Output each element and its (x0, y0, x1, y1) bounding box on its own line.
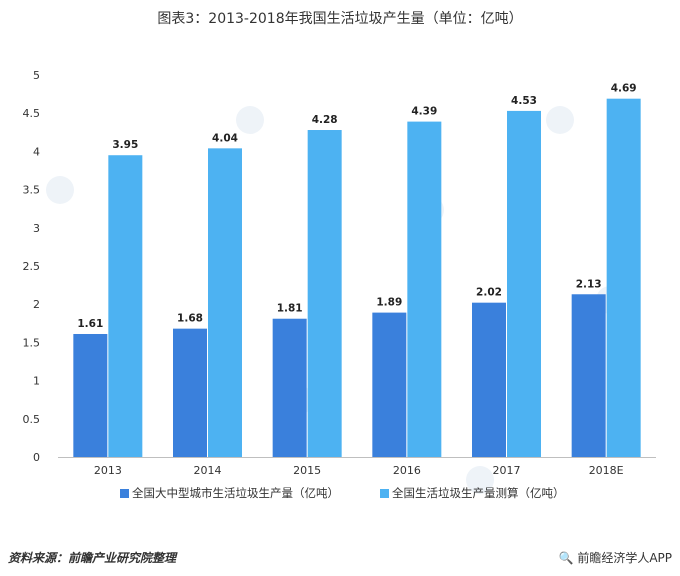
data-label-2015-series-1: 1.81 (277, 303, 303, 315)
legend-swatch-1 (120, 489, 129, 498)
data-label-2016-series-2: 4.39 (411, 106, 437, 118)
y-tick-label-9: 4.5 (23, 107, 41, 120)
data-label-2015-series-2: 4.28 (312, 114, 338, 126)
magnifier-icon: 🔍 (558, 551, 574, 565)
x-tick-label-2017: 2017 (493, 464, 521, 477)
bar-2013-series-1 (73, 333, 108, 457)
data-label-2013-series-1: 1.61 (77, 318, 103, 330)
data-label-2014-series-2: 4.04 (212, 132, 238, 144)
data-label-2018E-series-2: 4.69 (611, 83, 637, 95)
y-tick-label-5: 2.5 (23, 260, 41, 273)
watermark-logo-3 (546, 106, 574, 134)
brand-credit: 🔍 前瞻经济学人APP (559, 549, 672, 566)
legend-label-1: 全国大中型城市生活垃圾生产量（亿吨） (132, 486, 339, 500)
bar-2017-series-1 (472, 302, 506, 457)
x-tick-label-2015: 2015 (293, 464, 321, 477)
watermark-logo-6 (466, 466, 494, 494)
bar-2016-series-2 (407, 121, 442, 457)
y-tick-label-4: 2 (33, 298, 40, 311)
brand-credit-label: 前瞻经济学人APP (577, 551, 672, 565)
y-tick-label-0: 0 (33, 451, 40, 464)
watermark-logo-1 (236, 106, 264, 134)
x-axis: 2013 2014 2015 2016 2017 2018E (58, 457, 656, 477)
bars-layer: 1.61 3.95 1.68 4.04 1.81 4.28 1.89 4.39 2.02 4.53… (73, 83, 641, 458)
y-tick-label-6: 3 (33, 222, 40, 235)
legend-swatch-2 (380, 489, 389, 498)
x-tick-label-2014: 2014 (194, 464, 222, 477)
y-tick-label-8: 4 (33, 145, 40, 158)
y-tick-label-1: 0.5 (23, 413, 41, 426)
bar-2017-series-2 (507, 110, 541, 458)
bar-2015-series-1 (272, 318, 307, 457)
bar-2015-series-2 (307, 130, 342, 457)
bar-2014-series-1 (173, 328, 207, 457)
bar-2018E-series-2 (606, 98, 641, 458)
data-label-2018E-series-1: 2.13 (576, 278, 602, 290)
bar-2018E-series-1 (571, 294, 606, 457)
y-axis: 0 0.5 1 1.5 2 2.5 3 3.5 4 4.5 5 (23, 69, 41, 464)
source-note: 资料来源：前瞻产业研究院整理 (8, 551, 177, 565)
chart-title: 图表3：2013-2018年我国生活垃圾产生量（单位：亿吨） (157, 11, 523, 27)
y-tick-label-2: 1 (33, 375, 40, 388)
legend-label-2: 全国生活垃圾生产量测算（亿吨） (392, 486, 565, 500)
x-tick-label-2016: 2016 (393, 464, 421, 477)
y-tick-label-10: 5 (33, 69, 40, 82)
x-tick-label-2018E: 2018E (589, 464, 624, 477)
data-label-2017-series-1: 2.02 (476, 287, 502, 299)
bar-2016-series-1 (372, 312, 407, 457)
bar-2014-series-2 (208, 148, 242, 457)
y-tick-label-7: 3.5 (23, 184, 41, 197)
data-label-2016-series-1: 1.89 (376, 297, 402, 309)
y-tick-label-3: 1.5 (23, 336, 41, 349)
data-label-2013-series-2: 3.95 (112, 139, 138, 151)
watermark-logo-0 (46, 176, 74, 204)
x-tick-label-2013: 2013 (94, 464, 122, 477)
legend: 全国大中型城市生活垃圾生产量（亿吨） 全国生活垃圾生产量测算（亿吨） (120, 486, 565, 500)
data-label-2017-series-2: 4.53 (511, 95, 537, 107)
data-label-2014-series-1: 1.68 (177, 313, 203, 325)
bar-2013-series-2 (108, 155, 143, 457)
